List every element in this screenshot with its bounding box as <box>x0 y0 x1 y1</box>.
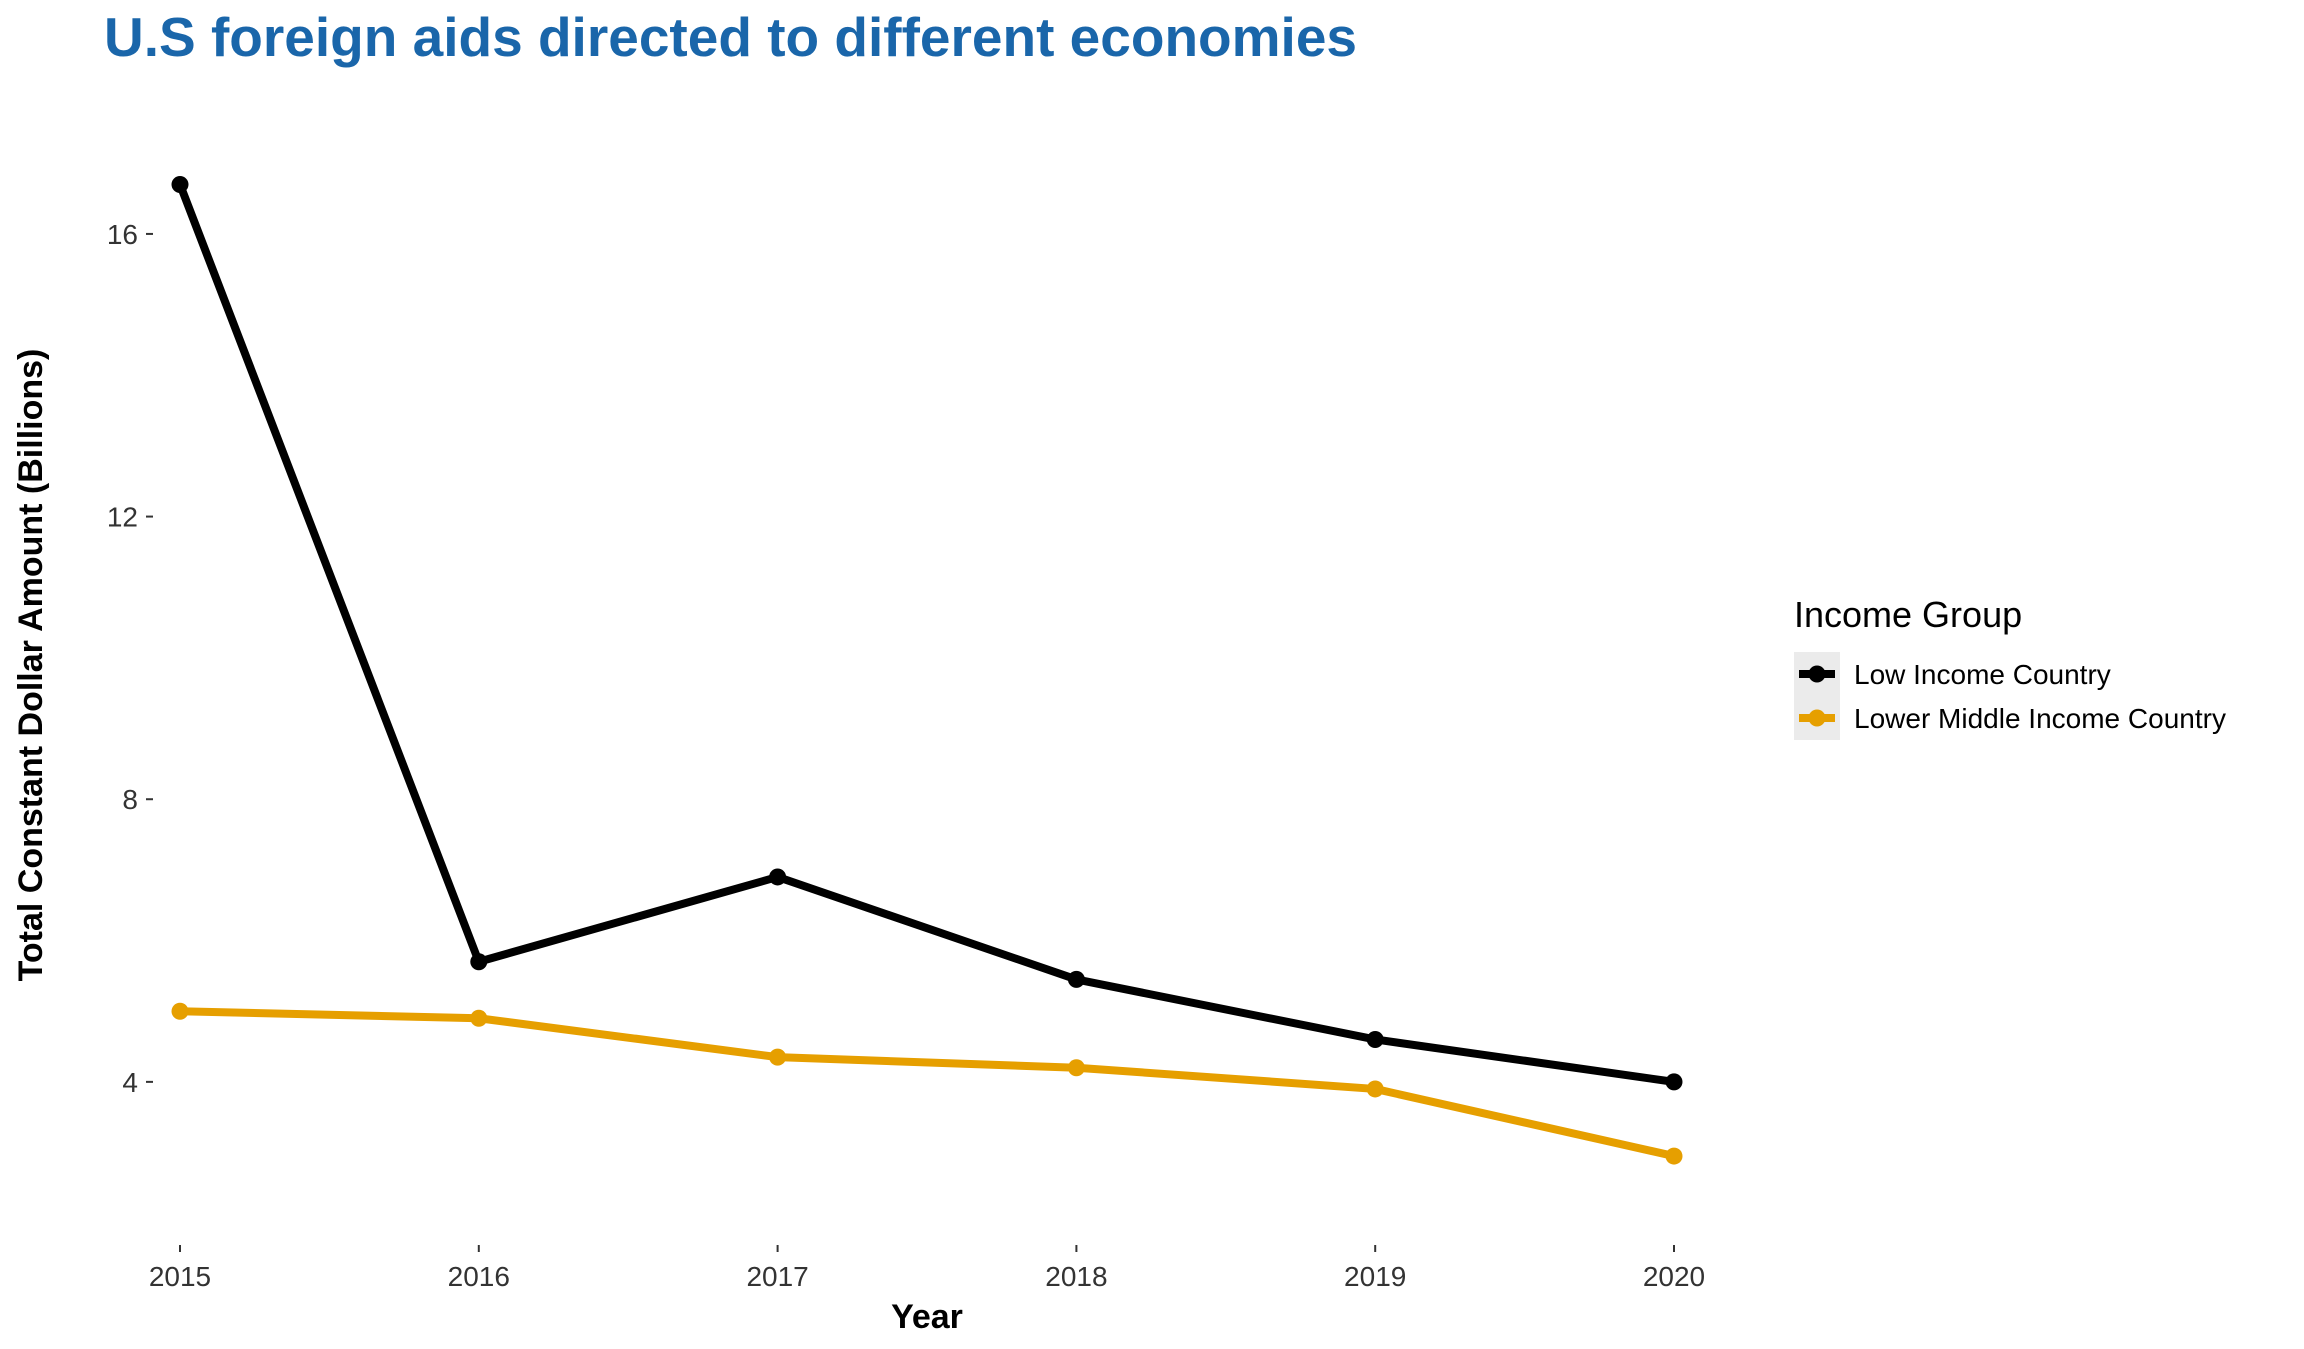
y-tick-label: 16 <box>107 219 138 250</box>
x-axis-title: Year <box>891 1298 963 1336</box>
x-tick-label: 2020 <box>1643 1261 1705 1292</box>
data-point <box>1067 970 1085 988</box>
series-line <box>176 183 1675 1086</box>
legend-item: Low Income Country <box>1794 652 2111 696</box>
data-point <box>769 868 787 886</box>
data-point <box>470 1009 488 1027</box>
series-low-income <box>171 175 1683 1091</box>
y-tick-label: 8 <box>122 784 138 815</box>
legend: Income Group Low Income Country Lower Mid… <box>1794 594 2226 740</box>
legend-items: Low Income Country Lower Middle Income Co… <box>1794 652 2226 740</box>
x-tick-label: 2017 <box>746 1261 808 1292</box>
x-tick-label: 2019 <box>1344 1261 1406 1292</box>
legend-title: Income Group <box>1794 594 2022 635</box>
data-point <box>171 175 189 193</box>
legend-key-point <box>1808 665 1826 683</box>
y-axis-title: Total Constant Dollar Amount (Billions) <box>12 349 50 982</box>
data-point <box>470 953 488 971</box>
legend-item: Lower Middle Income Country <box>1794 696 2226 740</box>
legend-label: Low Income Country <box>1854 659 2111 690</box>
series-layer <box>171 175 1683 1165</box>
series-line <box>179 1007 1675 1160</box>
legend-label: Lower Middle Income Country <box>1854 703 2226 734</box>
legend-key-point <box>1808 709 1826 727</box>
y-tick-label: 12 <box>107 502 138 533</box>
chart-title: U.S foreign aids directed to different e… <box>104 6 1357 68</box>
series-lower-middle-income <box>171 1002 1683 1165</box>
data-point <box>171 1002 189 1020</box>
x-tick-label: 2015 <box>149 1261 211 1292</box>
data-point <box>1665 1147 1683 1165</box>
data-point <box>1665 1073 1683 1091</box>
data-point <box>769 1048 787 1066</box>
y-axis: 4 8 12 16 <box>107 219 153 1098</box>
data-point <box>1366 1030 1384 1048</box>
x-tick-label: 2018 <box>1045 1261 1107 1292</box>
y-tick-label: 4 <box>122 1067 138 1098</box>
x-axis: 2015 2016 2017 2018 2019 2020 <box>149 1245 1705 1292</box>
data-point <box>1366 1080 1384 1098</box>
x-tick-label: 2016 <box>448 1261 510 1292</box>
data-point <box>1067 1059 1085 1077</box>
